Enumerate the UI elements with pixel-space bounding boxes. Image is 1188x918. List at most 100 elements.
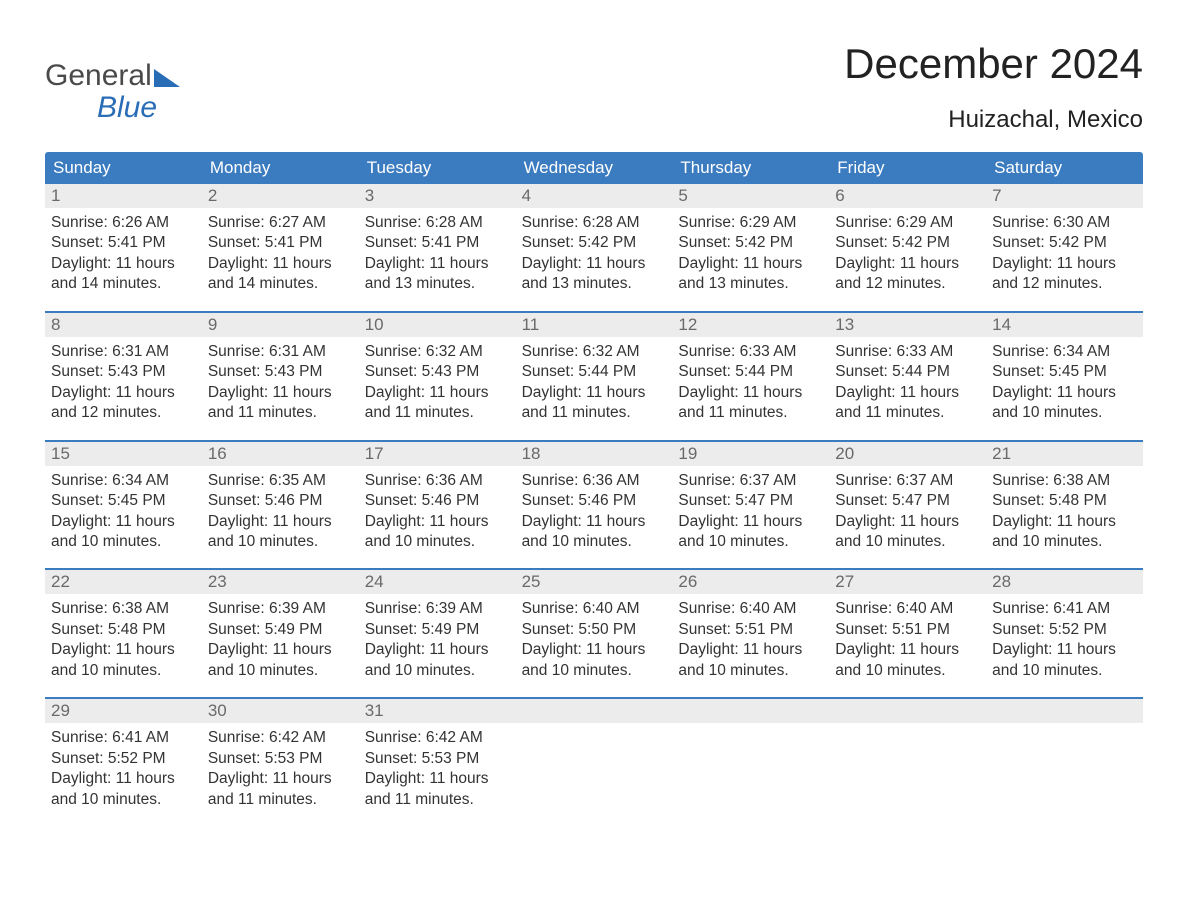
sunset-text: Sunset: 5:52 PM [51,749,196,769]
daynum-row: 22232425262728 [45,570,1143,594]
calendar-week: 1234567Sunrise: 6:26 AMSunset: 5:41 PMDa… [45,184,1143,295]
weekday-header: Friday [829,152,986,184]
sunrise-text: Sunrise: 6:38 AM [51,599,196,619]
day-number: 25 [516,570,673,594]
day-cell: Sunrise: 6:41 AMSunset: 5:52 PMDaylight:… [986,598,1143,681]
daylight-text: Daylight: 11 hours and 12 minutes. [51,383,196,424]
day-number: 14 [986,313,1143,337]
day-cell: Sunrise: 6:32 AMSunset: 5:43 PMDaylight:… [359,341,516,424]
day-number: 27 [829,570,986,594]
sunset-text: Sunset: 5:43 PM [51,362,196,382]
day-number: 5 [672,184,829,208]
day-number: 11 [516,313,673,337]
daylight-text: Daylight: 11 hours and 10 minutes. [51,769,196,810]
sunrise-text: Sunrise: 6:31 AM [208,342,353,362]
sunrise-text: Sunrise: 6:41 AM [992,599,1137,619]
sunset-text: Sunset: 5:42 PM [678,233,823,253]
day-cell: Sunrise: 6:30 AMSunset: 5:42 PMDaylight:… [986,212,1143,295]
sunset-text: Sunset: 5:50 PM [522,620,667,640]
sunset-text: Sunset: 5:46 PM [208,491,353,511]
day-cell: Sunrise: 6:33 AMSunset: 5:44 PMDaylight:… [672,341,829,424]
location-text: Huizachal, Mexico [844,106,1143,134]
day-number: 1 [45,184,202,208]
day-number: 16 [202,442,359,466]
sunrise-text: Sunrise: 6:34 AM [992,342,1137,362]
day-cell: Sunrise: 6:42 AMSunset: 5:53 PMDaylight:… [359,727,516,810]
sunset-text: Sunset: 5:48 PM [992,491,1137,511]
sunrise-text: Sunrise: 6:30 AM [992,213,1137,233]
sunrise-text: Sunrise: 6:41 AM [51,728,196,748]
daylight-text: Daylight: 11 hours and 14 minutes. [51,254,196,295]
day-number: 17 [359,442,516,466]
calendar-week: 15161718192021Sunrise: 6:34 AMSunset: 5:… [45,440,1143,553]
sunrise-text: Sunrise: 6:37 AM [835,471,980,491]
sunrise-text: Sunrise: 6:40 AM [835,599,980,619]
day-cell: Sunrise: 6:37 AMSunset: 5:47 PMDaylight:… [829,470,986,553]
brand-word1: General [45,60,152,92]
daylight-text: Daylight: 11 hours and 11 minutes. [678,383,823,424]
daylight-text: Daylight: 11 hours and 10 minutes. [835,512,980,553]
sunrise-text: Sunrise: 6:39 AM [365,599,510,619]
day-cell: Sunrise: 6:34 AMSunset: 5:45 PMDaylight:… [986,341,1143,424]
sunset-text: Sunset: 5:51 PM [678,620,823,640]
daydata-row: Sunrise: 6:26 AMSunset: 5:41 PMDaylight:… [45,208,1143,295]
day-number: 18 [516,442,673,466]
daydata-row: Sunrise: 6:31 AMSunset: 5:43 PMDaylight:… [45,337,1143,424]
day-number: 4 [516,184,673,208]
day-number: 30 [202,699,359,723]
sunrise-text: Sunrise: 6:33 AM [835,342,980,362]
sunrise-text: Sunrise: 6:36 AM [522,471,667,491]
daylight-text: Daylight: 11 hours and 10 minutes. [522,640,667,681]
day-cell: Sunrise: 6:29 AMSunset: 5:42 PMDaylight:… [829,212,986,295]
daylight-text: Daylight: 11 hours and 13 minutes. [365,254,510,295]
daylight-text: Daylight: 11 hours and 11 minutes. [365,383,510,424]
day-cell: Sunrise: 6:42 AMSunset: 5:53 PMDaylight:… [202,727,359,810]
day-cell: Sunrise: 6:36 AMSunset: 5:46 PMDaylight:… [516,470,673,553]
sunrise-text: Sunrise: 6:42 AM [365,728,510,748]
weekday-header: Thursday [672,152,829,184]
sunrise-text: Sunrise: 6:39 AM [208,599,353,619]
daynum-row: 293031 [45,699,1143,723]
sunset-text: Sunset: 5:45 PM [51,491,196,511]
sunset-text: Sunset: 5:47 PM [835,491,980,511]
sunset-text: Sunset: 5:41 PM [51,233,196,253]
weekday-header: Tuesday [359,152,516,184]
day-number: 12 [672,313,829,337]
daynum-row: 891011121314 [45,313,1143,337]
calendar: SundayMondayTuesdayWednesdayThursdayFrid… [45,152,1143,810]
daydata-row: Sunrise: 6:41 AMSunset: 5:52 PMDaylight:… [45,723,1143,810]
day-number: 19 [672,442,829,466]
daylight-text: Daylight: 11 hours and 12 minutes. [835,254,980,295]
weekday-header: Wednesday [516,152,673,184]
sunset-text: Sunset: 5:44 PM [835,362,980,382]
day-number: 24 [359,570,516,594]
daylight-text: Daylight: 11 hours and 10 minutes. [835,640,980,681]
title-block: December 2024 Huizachal, Mexico [844,40,1143,134]
sunset-text: Sunset: 5:47 PM [678,491,823,511]
sunset-text: Sunset: 5:41 PM [208,233,353,253]
sunset-text: Sunset: 5:49 PM [208,620,353,640]
sunrise-text: Sunrise: 6:28 AM [522,213,667,233]
daylight-text: Daylight: 11 hours and 10 minutes. [51,640,196,681]
daynum-row: 15161718192021 [45,442,1143,466]
day-number: 10 [359,313,516,337]
sunset-text: Sunset: 5:42 PM [522,233,667,253]
day-cell: Sunrise: 6:31 AMSunset: 5:43 PMDaylight:… [45,341,202,424]
daylight-text: Daylight: 11 hours and 13 minutes. [678,254,823,295]
day-cell: Sunrise: 6:34 AMSunset: 5:45 PMDaylight:… [45,470,202,553]
sunset-text: Sunset: 5:41 PM [365,233,510,253]
day-cell: Sunrise: 6:38 AMSunset: 5:48 PMDaylight:… [45,598,202,681]
sunrise-text: Sunrise: 6:32 AM [365,342,510,362]
day-cell: Sunrise: 6:37 AMSunset: 5:47 PMDaylight:… [672,470,829,553]
sunset-text: Sunset: 5:43 PM [208,362,353,382]
page-title: December 2024 [844,40,1143,88]
day-cell: Sunrise: 6:39 AMSunset: 5:49 PMDaylight:… [202,598,359,681]
day-cell: Sunrise: 6:28 AMSunset: 5:42 PMDaylight:… [516,212,673,295]
daydata-row: Sunrise: 6:34 AMSunset: 5:45 PM Daylight:… [45,466,1143,553]
sunrise-text: Sunrise: 6:34 AM [51,471,196,491]
day-cell: Sunrise: 6:40 AMSunset: 5:51 PMDaylight:… [829,598,986,681]
brand-word1-row: General [45,60,180,92]
daylight-text: Daylight: 11 hours and 10 minutes. [992,383,1137,424]
day-cell: Sunrise: 6:36 AMSunset: 5:46 PMDaylight:… [359,470,516,553]
sunset-text: Sunset: 5:53 PM [365,749,510,769]
